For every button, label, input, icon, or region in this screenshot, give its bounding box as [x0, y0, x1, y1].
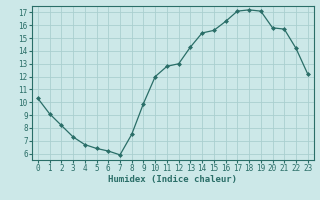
X-axis label: Humidex (Indice chaleur): Humidex (Indice chaleur): [108, 175, 237, 184]
